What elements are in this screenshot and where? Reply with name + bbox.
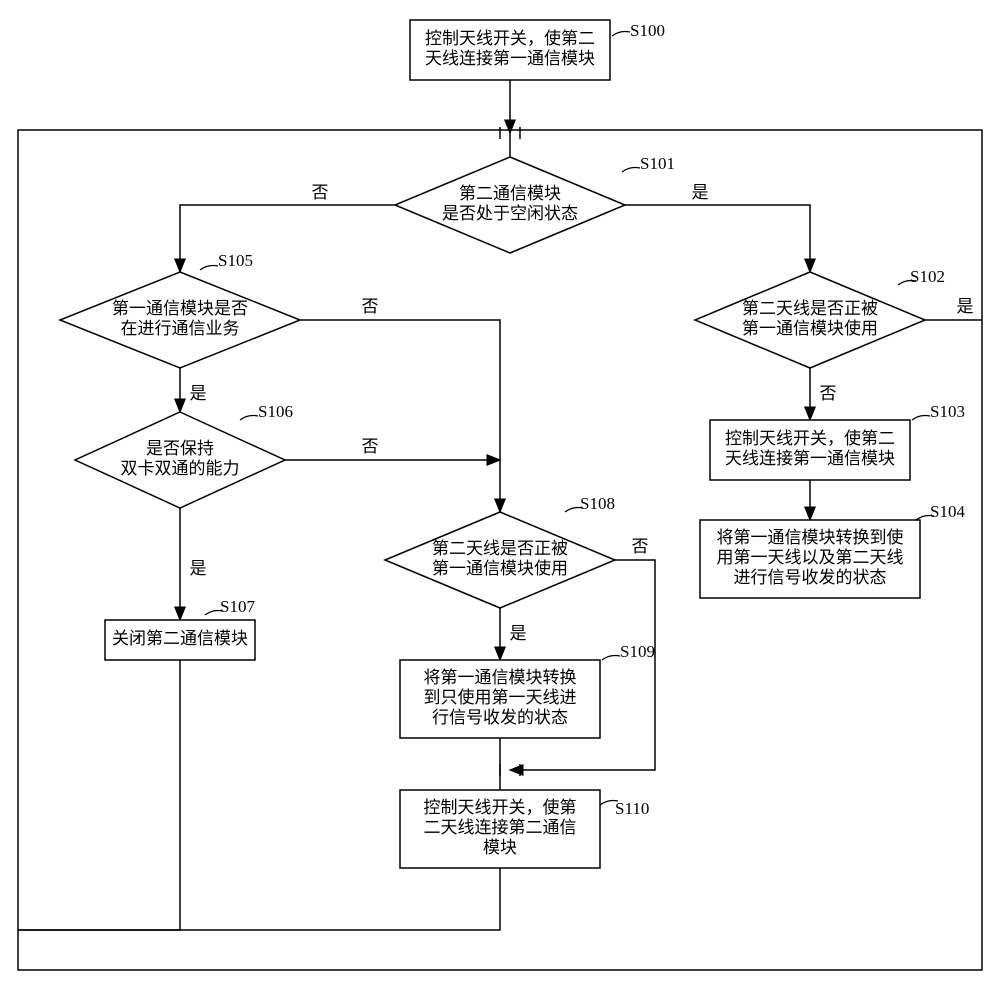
step-label-s100: S100 [630,21,665,40]
edge-8 [300,320,500,512]
step-label-s105: S105 [218,251,253,270]
step-label-s104: S104 [930,502,965,521]
step-hook-s101 [622,168,640,173]
node-s104: 将第一通信模块转换到使用第一天线以及第二天线进行信号收发的状态 [700,520,920,598]
edge-3 [625,205,810,272]
step-hook-s105 [200,266,218,271]
node-s108: 第二天线是否正被第一通信模块使用 [385,512,615,608]
svg-text:将第一通信模块转换: 将第一通信模块转换 [424,668,577,687]
step-label-s101: S101 [640,154,675,173]
svg-text:行信号收发的状态: 行信号收发的状态 [432,708,568,727]
step-hook-s106 [240,416,258,421]
svg-text:控制天线开关，使第二: 控制天线开关，使第二 [725,428,895,448]
node-s106: 是否保持双卡双通的能力 [75,412,285,508]
svg-text:到只使用第一天线进: 到只使用第一天线进 [424,687,577,707]
edge-label-7: 是 [190,384,207,403]
svg-text:第一通信模块使用: 第一通信模块使用 [432,558,568,578]
svg-text:第二通信模块: 第二通信模块 [459,184,561,203]
edge-11 [18,660,180,930]
svg-text:双卡双通的能力: 双卡双通的能力 [121,459,240,478]
svg-text:模块: 模块 [483,838,517,857]
edge-2 [180,205,395,272]
edge-label-9: 否 [362,437,379,456]
step-hook-s103 [912,416,930,421]
svg-text:是否处于空闲状态: 是否处于空闲状态 [442,204,578,223]
node-s101: 第二通信模块是否处于空闲状态 [395,157,625,253]
svg-text:第二天线是否正被: 第二天线是否正被 [742,299,878,318]
step-label-s110: S110 [615,799,649,818]
edge-label-10: 是 [190,559,207,578]
svg-text:第二天线是否正被: 第二天线是否正被 [432,539,568,558]
edge-label-12: 是 [510,624,527,643]
svg-text:控制天线开关，使第: 控制天线开关，使第 [424,797,577,817]
step-label-s109: S109 [620,642,655,661]
edge-16 [18,868,500,930]
svg-text:控制天线开关，使第二: 控制天线开关，使第二 [425,28,595,48]
edge-label-2: 否 [312,183,329,202]
edge-label-4: 是 [957,297,974,316]
svg-text:用第一天线以及第二天线: 用第一天线以及第二天线 [717,548,904,567]
svg-text:二天线连接第二通信: 二天线连接第二通信 [424,818,577,837]
svg-text:天线连接第一通信模块: 天线连接第一通信模块 [425,49,595,68]
step-hook-s109 [602,656,620,661]
svg-text:第一通信模块使用: 第一通信模块使用 [742,318,878,338]
svg-text:进行信号收发的状态: 进行信号收发的状态 [734,568,887,587]
node-s110: 控制天线开关，使第二天线连接第二通信模块 [400,790,600,868]
step-label-s106: S106 [258,402,293,421]
node-s109: 将第一通信模块转换到只使用第一天线进行信号收发的状态 [400,660,600,738]
step-label-s108: S108 [580,494,615,513]
edge-label-5: 否 [820,384,837,403]
node-s105: 第一通信模块是否在进行通信业务 [60,272,300,368]
node-s102: 第二天线是否正被第一通信模块使用 [695,272,925,368]
step-label-s107: S107 [220,597,255,616]
edge-label-8: 否 [362,297,379,316]
step-hook-s100 [612,32,630,37]
node-s107: 关闭第二通信模块 [105,620,255,660]
step-label-s103: S103 [930,402,965,421]
node-s103: 控制天线开关，使第二天线连接第一通信模块 [710,420,910,480]
step-label-s102: S102 [910,267,945,286]
svg-text:在进行通信业务: 在进行通信业务 [121,319,240,338]
svg-text:天线连接第一通信模块: 天线连接第一通信模块 [725,449,895,468]
svg-text:是否保持: 是否保持 [146,439,214,458]
edge-label-13: 否 [632,537,649,556]
node-s100: 控制天线开关，使第二天线连接第一通信模块 [410,20,610,80]
svg-text:第一通信模块是否: 第一通信模块是否 [112,299,248,318]
svg-text:关闭第二通信模块: 关闭第二通信模块 [112,629,248,648]
edge-label-3: 是 [692,183,709,202]
svg-text:将第一通信模块转换到使: 将第一通信模块转换到使 [717,527,904,547]
